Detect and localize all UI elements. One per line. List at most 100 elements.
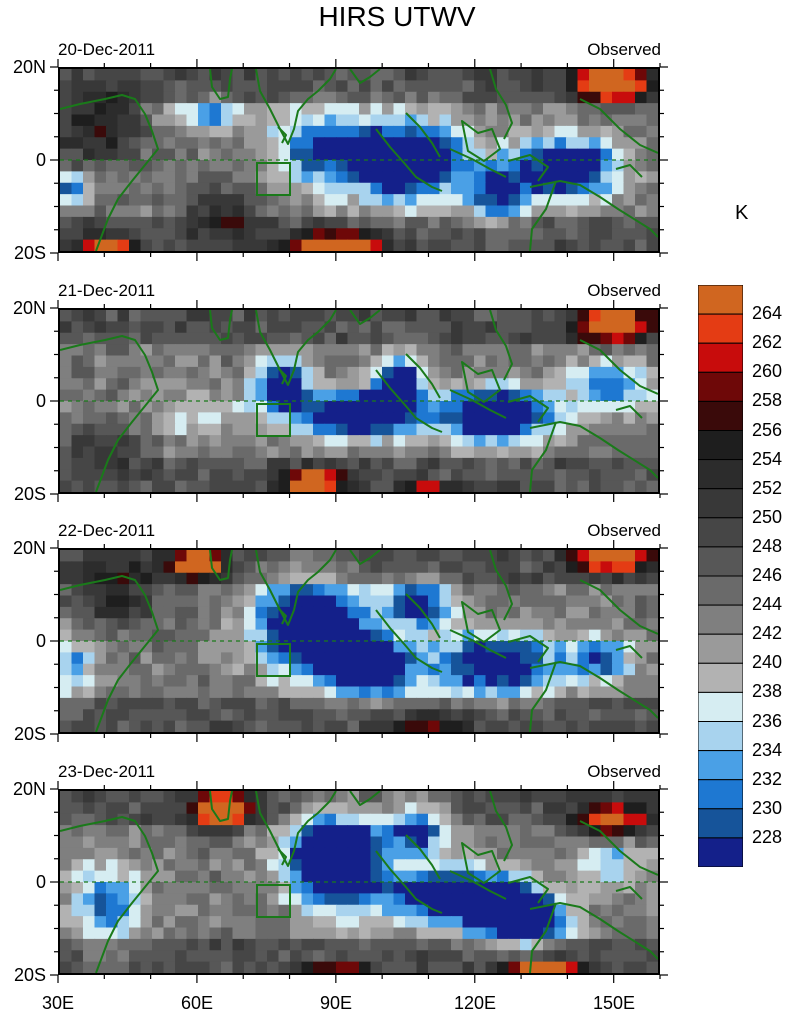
heatmap-cell xyxy=(301,550,314,562)
heatmap-cell xyxy=(428,870,441,883)
heatmap-cell xyxy=(577,228,590,241)
heatmap-cell xyxy=(600,182,613,195)
heatmap-cell xyxy=(152,344,165,357)
heatmap-cell xyxy=(543,114,556,127)
heatmap-cell xyxy=(497,927,510,940)
heatmap-cell xyxy=(255,446,268,459)
heatmap-cell xyxy=(255,629,268,642)
heatmap-cell xyxy=(129,709,142,722)
coastline xyxy=(60,575,159,732)
heatmap-cell xyxy=(485,366,498,379)
heatmap-cell xyxy=(140,686,153,699)
colorbar-swatch xyxy=(698,546,743,577)
heatmap-cell xyxy=(474,69,487,81)
heatmap-cell xyxy=(255,550,268,562)
heatmap-cell xyxy=(485,584,498,597)
heatmap-cell xyxy=(347,927,360,940)
heatmap-cell xyxy=(221,629,234,642)
heatmap-cell xyxy=(508,709,521,722)
heatmap-cell xyxy=(635,561,648,574)
heatmap-cell xyxy=(106,239,119,251)
heatmap-cell xyxy=(198,228,211,241)
heatmap-cell xyxy=(497,870,510,883)
heatmap-cell xyxy=(508,423,521,436)
heatmap-cell xyxy=(267,618,280,631)
heatmap-cell xyxy=(221,412,234,425)
heatmap-cell xyxy=(554,961,567,973)
heatmap-cell xyxy=(255,859,268,872)
heatmap-cell xyxy=(646,904,658,917)
heatmap-cell xyxy=(209,663,222,676)
heatmap-cell xyxy=(175,171,188,184)
heatmap-cell xyxy=(186,457,199,470)
heatmap-cell xyxy=(336,813,349,826)
heatmap-cell xyxy=(94,859,107,872)
heatmap-cell xyxy=(336,446,349,459)
heatmap-cell xyxy=(175,480,188,492)
heatmap-cell xyxy=(497,137,510,150)
heatmap-cell xyxy=(393,870,406,883)
heatmap-cell xyxy=(60,114,73,127)
heatmap-cell xyxy=(497,332,510,345)
heatmap-cell xyxy=(301,916,314,929)
heatmap-cell xyxy=(416,469,429,482)
heatmap-cell xyxy=(543,321,556,334)
heatmap-cell xyxy=(221,859,234,872)
heatmap-cell xyxy=(209,228,222,241)
heatmap-cell xyxy=(60,205,73,218)
heatmap-cell xyxy=(198,69,211,81)
heatmap-cell xyxy=(324,239,337,251)
heatmap-cell xyxy=(451,561,464,574)
heatmap-cell xyxy=(152,412,165,425)
heatmap-cell xyxy=(474,882,487,894)
heatmap-cell xyxy=(255,205,268,218)
heatmap-cell xyxy=(451,216,464,229)
heatmap-cell xyxy=(393,378,406,391)
heatmap-cell xyxy=(152,836,165,849)
heatmap-cell xyxy=(71,310,84,322)
heatmap-cell xyxy=(198,572,211,585)
heatmap-cell xyxy=(439,321,452,334)
heatmap-cell xyxy=(255,675,268,688)
heatmap-cell xyxy=(451,893,464,906)
heatmap-cell xyxy=(221,870,234,883)
heatmap-cell xyxy=(416,310,429,322)
heatmap-cell xyxy=(301,847,314,860)
heatmap-cell xyxy=(451,171,464,184)
heatmap-cell xyxy=(83,686,96,699)
heatmap-cell xyxy=(244,825,257,838)
heatmap-cell xyxy=(347,870,360,883)
heatmap-cell xyxy=(129,950,142,963)
heatmap-cell xyxy=(612,103,625,116)
heatmap-cell xyxy=(566,148,579,161)
heatmap-cell xyxy=(140,148,153,161)
heatmap-cell xyxy=(543,606,556,619)
heatmap-cell xyxy=(370,709,383,722)
heatmap-cell xyxy=(278,950,291,963)
heatmap-cell xyxy=(129,321,142,334)
heatmap-cell xyxy=(474,927,487,940)
heatmap-cell xyxy=(531,618,544,631)
heatmap-cell xyxy=(623,859,636,872)
heatmap-cell xyxy=(244,171,257,184)
heatmap-cell xyxy=(566,686,579,699)
coastline xyxy=(349,550,381,565)
heatmap-cell xyxy=(359,69,372,81)
heatmap-cell xyxy=(451,629,464,642)
heatmap-cell xyxy=(244,927,257,940)
heatmap-cell xyxy=(278,595,291,608)
heatmap-cell xyxy=(474,802,487,815)
heatmap-cell xyxy=(152,791,165,803)
heatmap-cell xyxy=(324,469,337,482)
heatmap-cell xyxy=(439,435,452,448)
heatmap-cell xyxy=(301,239,314,251)
heatmap-cell xyxy=(359,652,372,665)
heatmap-cell xyxy=(359,321,372,334)
heatmap-cell xyxy=(543,401,556,413)
heatmap-cell xyxy=(462,950,475,963)
heatmap-cell xyxy=(60,720,73,732)
heatmap-cell xyxy=(267,378,280,391)
heatmap-cell xyxy=(209,709,222,722)
heatmap-cell xyxy=(531,663,544,676)
heatmap-cell xyxy=(244,401,257,413)
